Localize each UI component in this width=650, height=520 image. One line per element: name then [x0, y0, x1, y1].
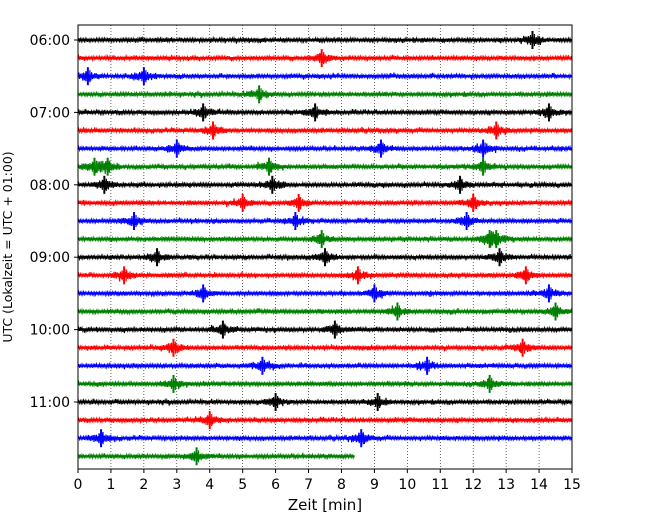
x-tick-label: 7 [304, 477, 313, 493]
y-tick-label: 07:00 [30, 105, 70, 121]
y-axis-label: UTC (Lokalzeit = UTC + 01:00) [0, 151, 15, 342]
x-tick-label: 12 [464, 477, 482, 493]
y-tick-label: 06:00 [30, 33, 70, 49]
x-tick-label: 5 [238, 477, 247, 493]
x-tick-label: 15 [563, 477, 581, 493]
x-tick-label: 11 [431, 477, 449, 493]
x-tick-label: 13 [497, 477, 515, 493]
trace-0715 [77, 125, 573, 136]
y-axis: 06:00 07:00 08:00 09:00 10:00 11:00 [30, 33, 78, 411]
y-tick-label: 08:00 [30, 178, 70, 194]
trace-1100 [77, 397, 573, 407]
x-axis-label: Zeit [min] [288, 496, 362, 514]
plot-frame [77, 24, 573, 470]
trace-0930 [77, 287, 573, 299]
x-tick-label: 0 [74, 477, 83, 493]
x-tick-label: 1 [106, 477, 115, 493]
x-tick-label: 3 [172, 477, 181, 493]
x-tick-label: 2 [139, 477, 148, 493]
y-tick-label: 11:00 [30, 395, 70, 411]
trace-layer [77, 31, 573, 466]
trace-1015 [77, 342, 573, 354]
x-tick-label: 4 [205, 477, 214, 493]
x-tick-label: 6 [271, 477, 280, 493]
x-axis: 0 1 2 3 4 5 6 7 8 9 10 11 12 13 14 15 [74, 469, 581, 493]
trace-0915 [77, 270, 573, 282]
trace-0600 [77, 35, 573, 46]
trace-1000 [77, 324, 573, 335]
trace-0815 [77, 197, 573, 210]
x-tick-label: 8 [337, 477, 346, 493]
x-tick-label: 10 [398, 477, 416, 493]
grid-layer [110, 25, 540, 469]
x-tick-label: 9 [370, 477, 379, 493]
trace-0615 [77, 53, 573, 64]
trace-0700 [77, 107, 573, 118]
x-tick-label: 14 [530, 477, 548, 493]
y-tick-label: 09:00 [30, 250, 70, 266]
y-tick-label: 10:00 [30, 323, 70, 339]
